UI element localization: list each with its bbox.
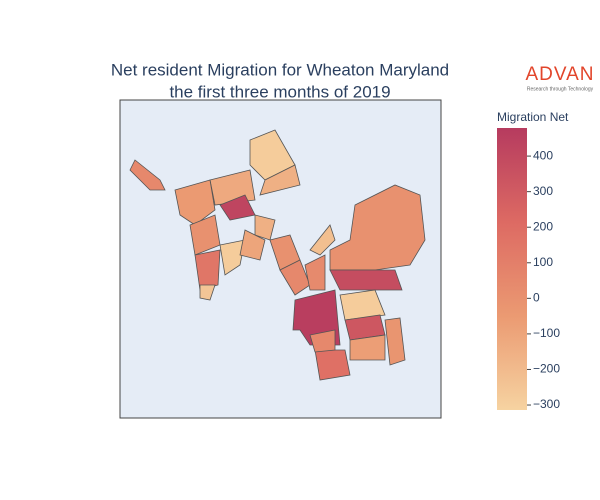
region (314, 349, 351, 381)
region (329, 269, 403, 291)
region (174, 179, 216, 226)
logo-tagline: Research through Technology (527, 86, 594, 92)
colorbar-title: Migration Net (497, 110, 569, 124)
region (219, 239, 246, 276)
region (259, 164, 301, 196)
region (239, 229, 266, 261)
colorbar-tick-label: 300 (533, 184, 553, 198)
colorbar-tick-label: 200 (533, 219, 553, 233)
region (309, 329, 336, 353)
logo-name: ADVAN (525, 64, 594, 85)
colorbar-tick-label: 400 (533, 148, 553, 162)
region (339, 289, 386, 321)
title-line: the first three months of 2019 (169, 82, 390, 101)
region (129, 159, 166, 191)
colorbar-tick-label: 100 (533, 255, 553, 269)
region (199, 284, 216, 301)
region (349, 334, 386, 361)
colorbar-tick-label: 0 (533, 291, 540, 305)
region (384, 317, 406, 366)
colorbar-tick-label: −200 (533, 362, 560, 376)
colorbar-tick-label: −300 (533, 397, 560, 411)
region (304, 254, 326, 291)
colorbar-tick-label: −100 (533, 326, 560, 340)
colorbar (497, 128, 527, 410)
region (309, 224, 336, 256)
title-line: Net resident Migration for Wheaton Maryl… (111, 60, 449, 79)
region (329, 184, 426, 271)
region (194, 249, 221, 291)
